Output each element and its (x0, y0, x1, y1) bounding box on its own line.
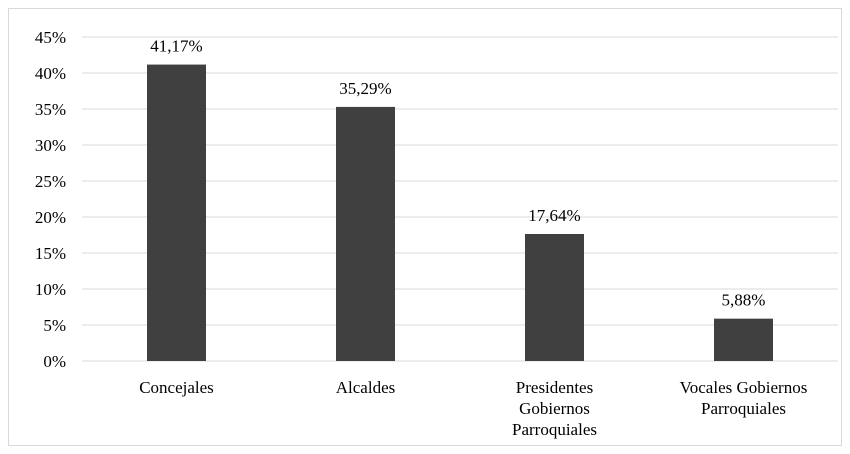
y-tick-label: 35% (35, 100, 66, 119)
x-category-label-line: Concejales (139, 378, 214, 397)
x-category-label: Vocales Gobiernos Parroquiales (680, 378, 808, 418)
x-category-label-line: Parroquiales (701, 399, 786, 418)
y-tick-label: 5% (43, 316, 66, 335)
x-category-label: Alcaldes (336, 378, 395, 397)
bar (525, 233, 584, 361)
data-label: 35,29% (339, 79, 391, 98)
y-tick-label: 10% (35, 280, 66, 299)
x-category-label-line: Alcaldes (336, 378, 395, 397)
y-tick-label: 20% (35, 208, 66, 227)
x-category-label-line: Vocales Gobiernos (680, 378, 808, 397)
data-label: 17,64% (528, 206, 580, 225)
bars (147, 64, 773, 362)
x-category-label-line: Parroquiales (512, 420, 597, 439)
y-tick-label: 45% (35, 28, 66, 47)
y-tick-label: 40% (35, 64, 66, 83)
y-tick-label: 0% (43, 352, 66, 371)
x-category-label-line: Presidentes (516, 378, 593, 397)
bar (147, 64, 206, 362)
x-axis-category-labels: Concejales Alcaldes Presidentes Gobiernos Pa… (139, 378, 807, 439)
data-labels: 41,17% 35,29% 17,64% 5,88% (150, 37, 765, 310)
y-tick-label: 30% (35, 136, 66, 155)
bar (714, 318, 773, 361)
data-label: 5,88% (722, 291, 766, 310)
x-category-label: Concejales (139, 378, 214, 397)
y-tick-label: 15% (35, 244, 66, 263)
y-axis-tick-labels: 0% 5% 10% 15% 20% 25% 30% 35% 40% 45% (35, 28, 66, 371)
bar (336, 106, 395, 361)
x-category-label: Presidentes Gobiernos Parroquiales (512, 378, 597, 439)
gridlines (82, 36, 838, 362)
y-tick-label: 25% (35, 172, 66, 191)
data-label: 41,17% (150, 37, 202, 56)
x-category-label-line: Gobiernos (519, 399, 590, 418)
